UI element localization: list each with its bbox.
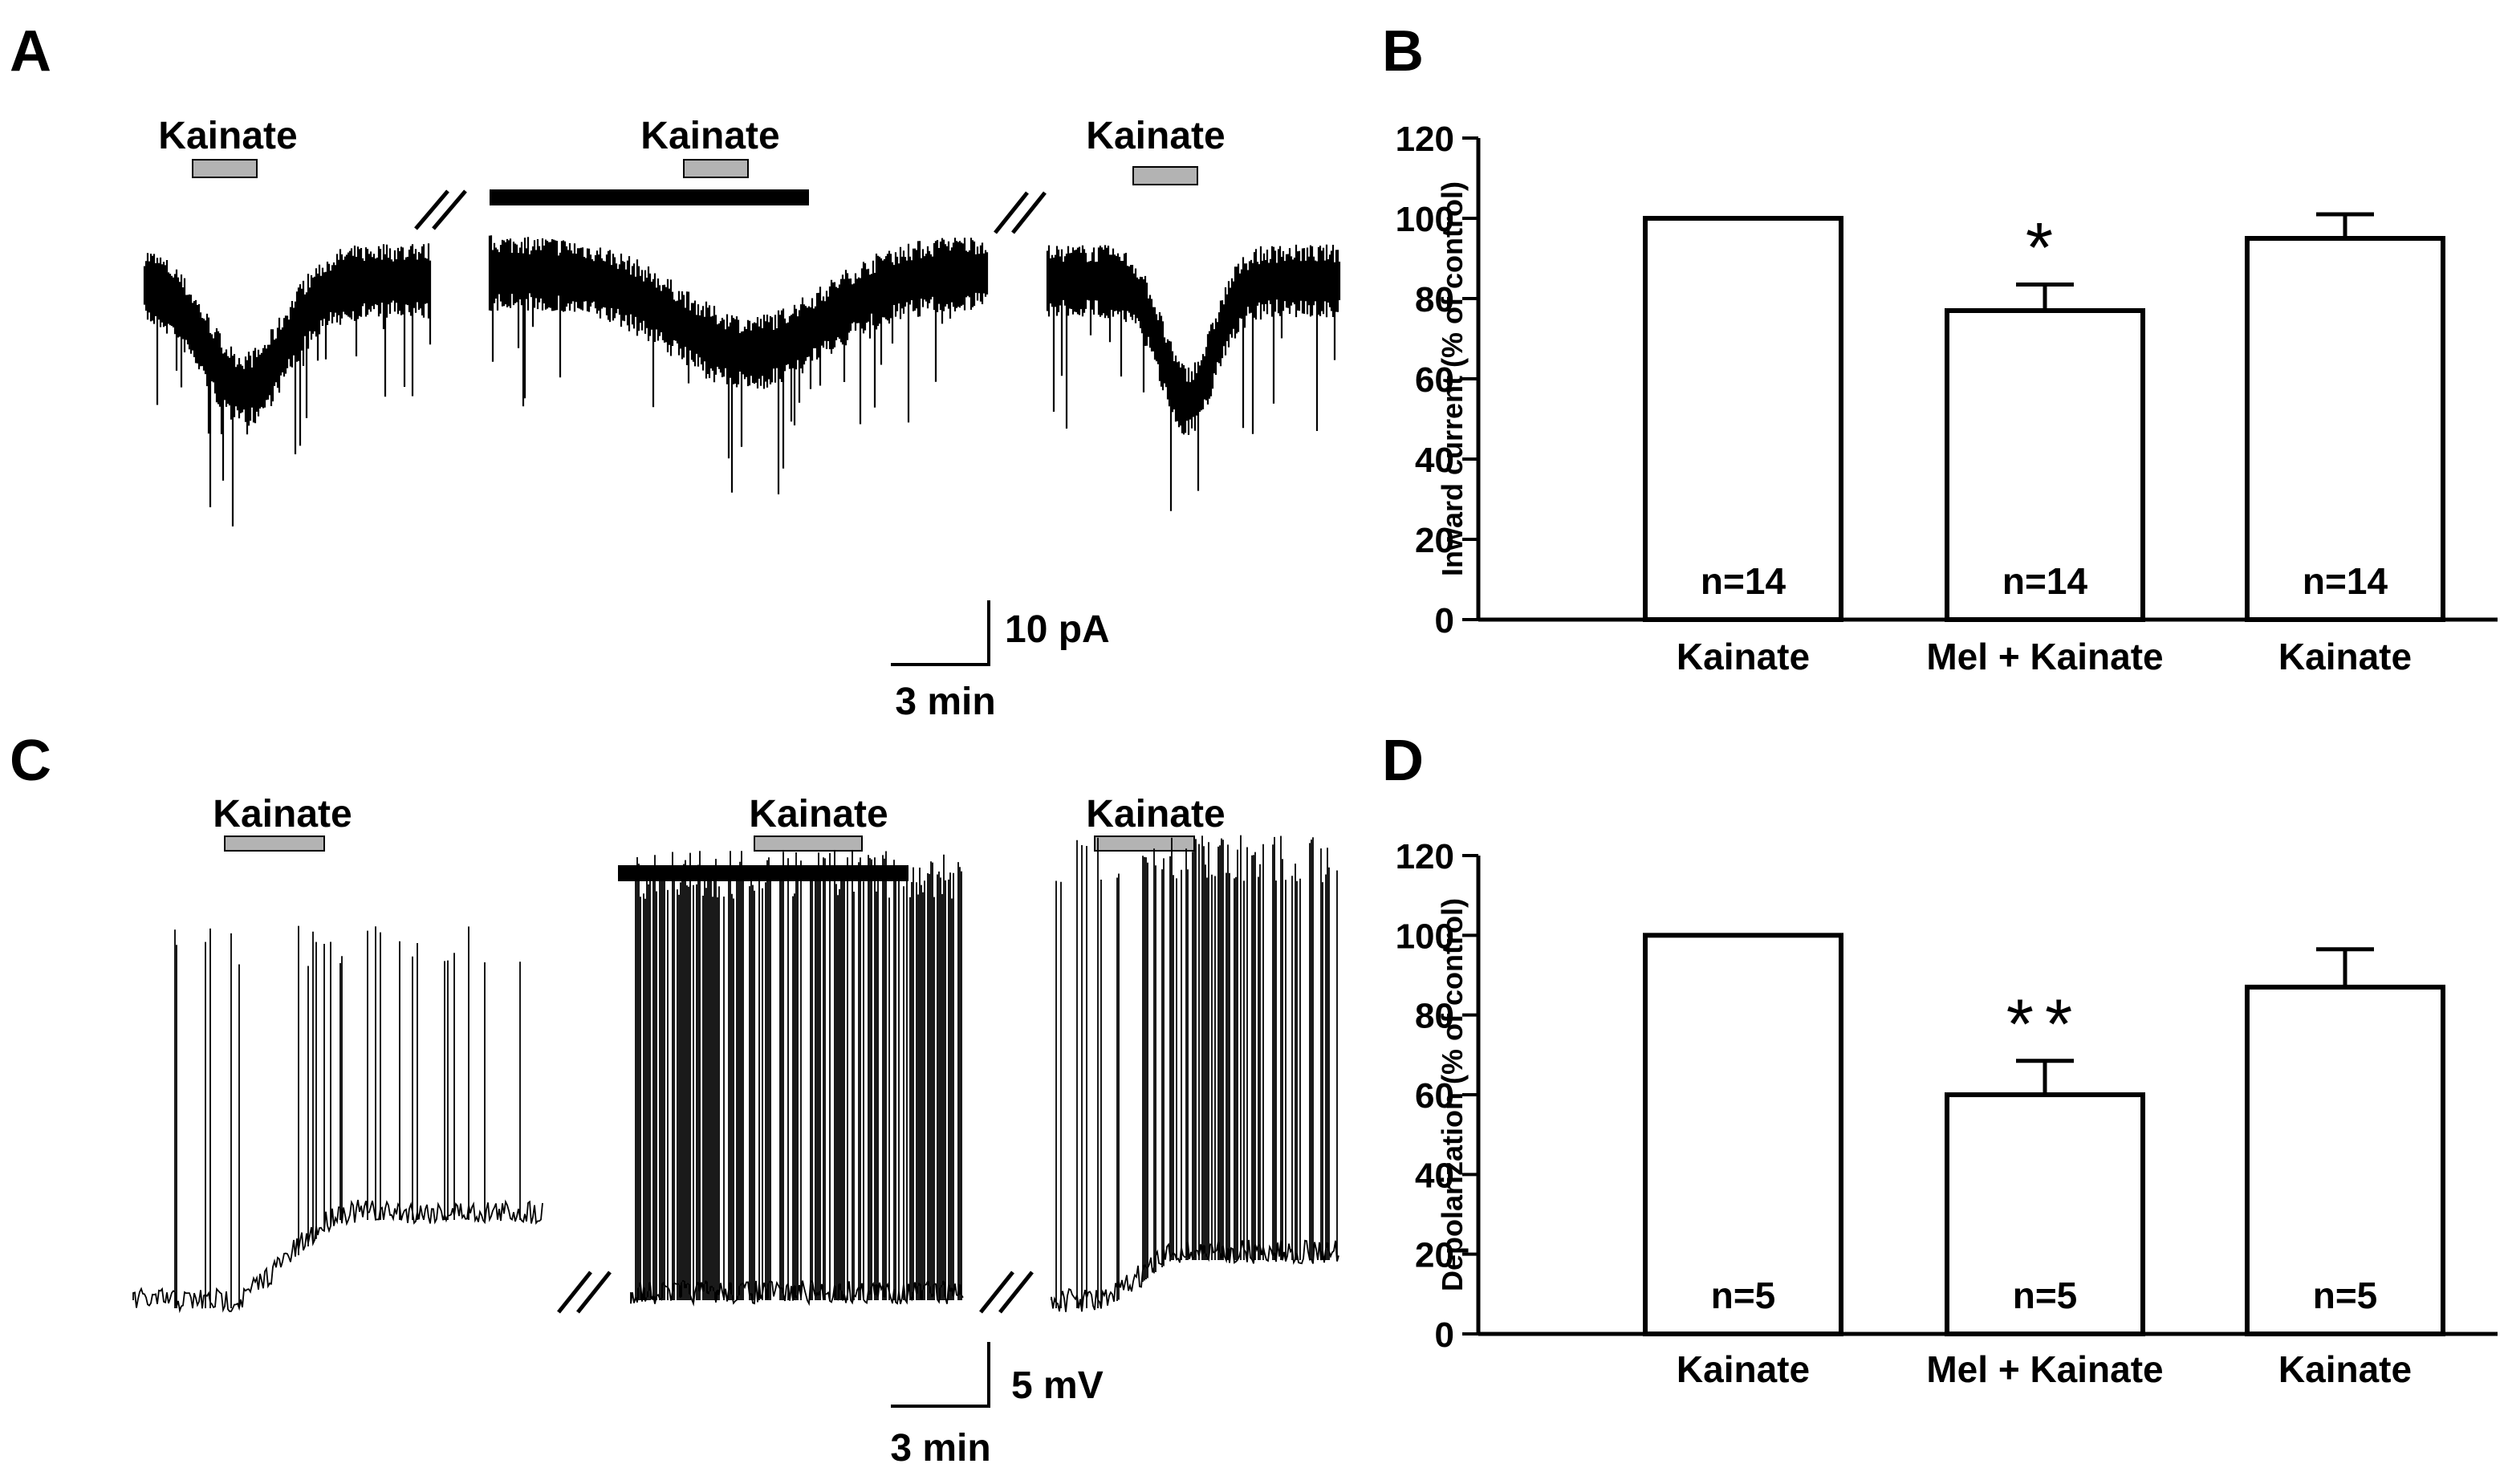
panel-b-chart: 0 20 40 60 80 100 120 Inward current (% of cont… bbox=[1396, 120, 2498, 677]
panel-c-trace-3 bbox=[1051, 835, 1339, 1312]
panel-d: D 0 20 40 60 80 100 120 Depolarization (% of co… bbox=[1382, 729, 2498, 1390]
panel-d-y-tick-label: 60 bbox=[1415, 1076, 1454, 1116]
panel-a-drug-label-2: Kainate bbox=[640, 115, 779, 157]
panel-b-bar-1 bbox=[1643, 216, 1843, 622]
panel-a-trace-2 bbox=[488, 235, 989, 494]
panel-c-drug-label-1: Kainate bbox=[213, 793, 352, 836]
panel-c-break-mark-1 bbox=[557, 1271, 612, 1314]
panel-b-y-tick-label: 0 bbox=[1435, 601, 1454, 640]
panel-d-y-tick-label: 0 bbox=[1435, 1315, 1454, 1355]
trace-a-2-path bbox=[488, 235, 989, 494]
panel-letter-c: C bbox=[10, 729, 51, 793]
panel-b-bar-2 bbox=[1945, 308, 2145, 622]
panel-d-category-label-1: Kainate bbox=[1677, 1348, 1810, 1390]
panel-b-category-label-1: Kainate bbox=[1677, 636, 1810, 677]
panel-b-category-label-2: Mel + Kainate bbox=[1926, 636, 2163, 677]
panel-c-scalebar-vertical-label: 5 mV bbox=[1011, 1364, 1104, 1407]
panel-b-y-tick-label: 60 bbox=[1415, 360, 1454, 400]
panel-c-trace-2 bbox=[630, 851, 964, 1307]
panel-a-pretreatment-bar bbox=[490, 189, 809, 205]
panel-b-y-axis-label: Inward current (% of control) bbox=[1436, 181, 1469, 576]
panel-c-break-mark-2 bbox=[979, 1271, 1034, 1314]
trace-a-3-path bbox=[1046, 244, 1341, 511]
panel-c-drug-bar-3 bbox=[1094, 836, 1195, 852]
panel-d-bar-n-label-1: n=5 bbox=[1711, 1275, 1776, 1316]
panel-b-y-tick-label: 20 bbox=[1415, 521, 1454, 560]
panel-c-drug-bar-1 bbox=[224, 836, 325, 852]
trace-c-2-path bbox=[630, 851, 964, 1307]
panel-a-drug-label-1: Kainate bbox=[158, 115, 297, 157]
panel-a-drug-bar-2 bbox=[683, 159, 749, 178]
panel-d-y-tick-label: 120 bbox=[1396, 837, 1454, 876]
trace-a-1-path bbox=[143, 243, 432, 527]
panel-d-chart: 0 20 40 60 80 100 120 Depolarization (% of cont… bbox=[1396, 837, 2498, 1390]
panel-c-drug-label-3: Kainate bbox=[1086, 793, 1225, 836]
panel-b-bar-n-label-2: n=14 bbox=[2002, 560, 2088, 602]
panel-a-scalebar-vertical-label: 10 pA bbox=[1005, 608, 1110, 651]
panel-b-significance-2: * bbox=[2026, 208, 2064, 287]
panel-d-y-tick-label: 40 bbox=[1415, 1156, 1454, 1195]
panel-c-scalebar: 5 mV 3 min bbox=[890, 1342, 1104, 1470]
panel-b-bar-n-label-3: n=14 bbox=[2303, 560, 2388, 602]
panel-d-bar-n-label-3: n=5 bbox=[2313, 1275, 2378, 1316]
panel-b-bar-n-label-1: n=14 bbox=[1701, 560, 1786, 602]
panel-c-drug-label-2: Kainate bbox=[749, 793, 888, 836]
panel-c-scalebar-horizontal-label: 3 min bbox=[890, 1427, 990, 1470]
panel-d-y-tick-label: 20 bbox=[1415, 1236, 1454, 1275]
panel-d-category-label-2: Mel + Kainate bbox=[1926, 1348, 2163, 1390]
panel-d-y-tick-label: 100 bbox=[1396, 917, 1454, 956]
panel-d-y-tick-label: 80 bbox=[1415, 997, 1454, 1036]
panel-d-bar-1 bbox=[1643, 933, 1843, 1337]
panel-b-y-tick-label: 80 bbox=[1415, 280, 1454, 319]
panel-a-break-mark-1 bbox=[414, 189, 467, 230]
panel-c-drug-bar-2 bbox=[754, 836, 863, 852]
panel-a-drug-label-3: Kainate bbox=[1086, 115, 1225, 157]
trace-c-3-path bbox=[1051, 835, 1339, 1312]
panel-d-bar-n-label-2: n=5 bbox=[2013, 1275, 2078, 1316]
panel-a-drug-bar-3 bbox=[1132, 166, 1198, 185]
panel-b-bar-3 bbox=[2245, 236, 2445, 622]
panel-a-scalebar: 10 pA 3 min bbox=[891, 600, 1110, 723]
panel-b-y-tick-label: 120 bbox=[1396, 120, 1454, 159]
panel-d-y-axis-label: Depolarization (% of control) bbox=[1436, 898, 1469, 1291]
panel-a-drug-bar-1 bbox=[192, 159, 258, 178]
panel-c-trace-1 bbox=[132, 925, 543, 1314]
panel-b-category-label-3: Kainate bbox=[2278, 636, 2412, 677]
panel-a-break-mark-2 bbox=[994, 191, 1047, 234]
panel-letter-a: A bbox=[10, 19, 51, 83]
trace-c-1-path bbox=[132, 925, 543, 1314]
panel-b-y-tick-label: 100 bbox=[1396, 200, 1454, 239]
panel-a: A Kainate Kainate Kainate 10 pA 3 min bbox=[10, 19, 1341, 723]
panel-letter-d: D bbox=[1382, 729, 1424, 793]
panel-d-significance-2: ** bbox=[2006, 984, 2084, 1063]
panel-d-category-label-3: Kainate bbox=[2278, 1348, 2412, 1390]
panel-a-trace-3 bbox=[1046, 244, 1341, 511]
panel-a-trace-1 bbox=[143, 243, 432, 527]
panel-c: C Kainate Kainate Kainate 5 mV 3 min bbox=[10, 729, 1339, 1470]
panel-b: B 0 20 40 60 80 100 120 Inward current (% of co… bbox=[1382, 19, 2498, 677]
panel-a-scalebar-horizontal-label: 3 min bbox=[895, 681, 995, 723]
panel-letter-b: B bbox=[1382, 19, 1424, 83]
panel-b-y-tick-label: 40 bbox=[1415, 441, 1454, 480]
panel-d-bar-2 bbox=[1945, 1092, 2145, 1336]
